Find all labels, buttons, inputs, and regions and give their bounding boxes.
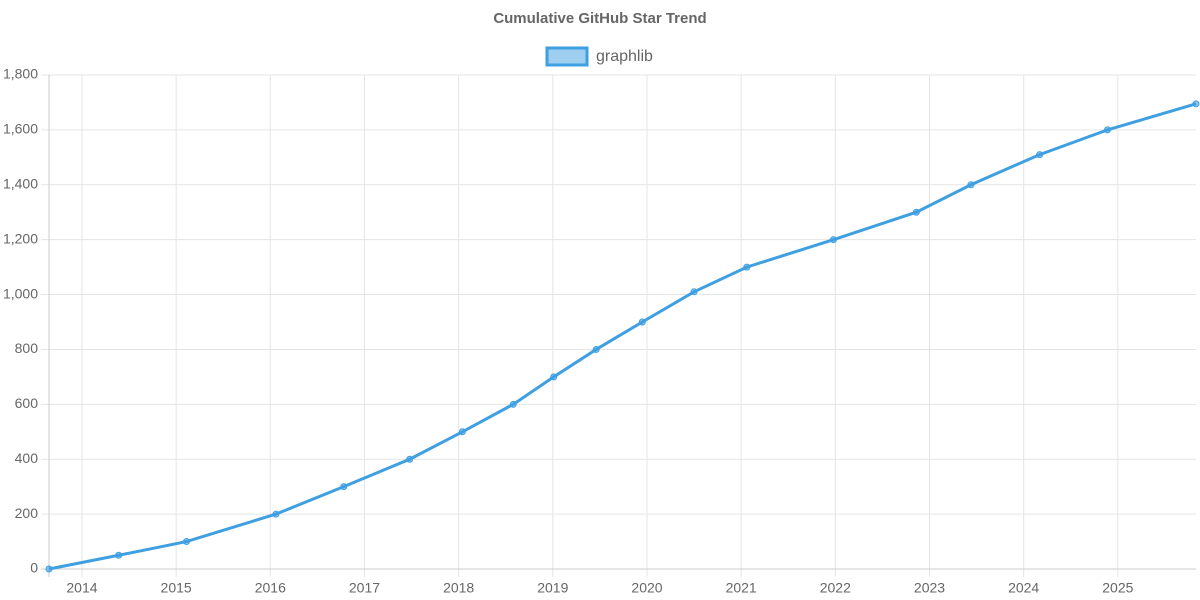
x-tick-label: 2018: [443, 580, 474, 596]
point: [638, 318, 646, 326]
point: [912, 208, 920, 216]
y-tick-label: 1,400: [3, 175, 38, 191]
x-tick-label: 2022: [820, 580, 851, 596]
legend-label: graphlib: [596, 48, 653, 65]
y-tick-label: 1,800: [3, 66, 38, 82]
point: [550, 373, 558, 381]
point: [45, 565, 53, 573]
point: [1036, 151, 1044, 159]
point: [592, 345, 600, 353]
x-tick-label: 2023: [914, 580, 945, 596]
x-tick-label: 2025: [1102, 580, 1133, 596]
y-tick-label: 800: [15, 340, 39, 356]
y-tick-label: 1,600: [3, 121, 38, 137]
x-tick-label: 2017: [349, 580, 380, 596]
point: [458, 428, 466, 436]
point: [182, 538, 190, 546]
y-tick-label: 1,000: [3, 285, 38, 301]
x-tick-label: 2021: [726, 580, 757, 596]
x-tick-label: 2015: [161, 580, 192, 596]
y-tick-label: 1,200: [3, 230, 38, 246]
chart-title: Cumulative GitHub Star Trend: [493, 10, 706, 27]
y-tick-label: 600: [15, 395, 39, 411]
point: [1192, 100, 1200, 108]
point: [690, 288, 698, 296]
y-tick-label: 0: [30, 560, 38, 576]
x-tick-label: 2024: [1008, 580, 1039, 596]
y-tick-label: 200: [15, 505, 39, 521]
point: [115, 551, 123, 559]
x-tick-label: 2020: [631, 580, 662, 596]
x-tick-label: 2016: [255, 580, 286, 596]
y-tick-label: 400: [15, 450, 39, 466]
point: [1103, 126, 1111, 134]
point: [967, 181, 975, 189]
point: [406, 455, 414, 463]
point: [272, 510, 280, 518]
x-tick-label: 2019: [537, 580, 568, 596]
legend-swatch: [545, 46, 589, 67]
x-tick-label: 2014: [66, 580, 97, 596]
point: [743, 263, 751, 271]
point: [829, 236, 837, 244]
point: [509, 400, 517, 408]
point: [340, 483, 348, 491]
